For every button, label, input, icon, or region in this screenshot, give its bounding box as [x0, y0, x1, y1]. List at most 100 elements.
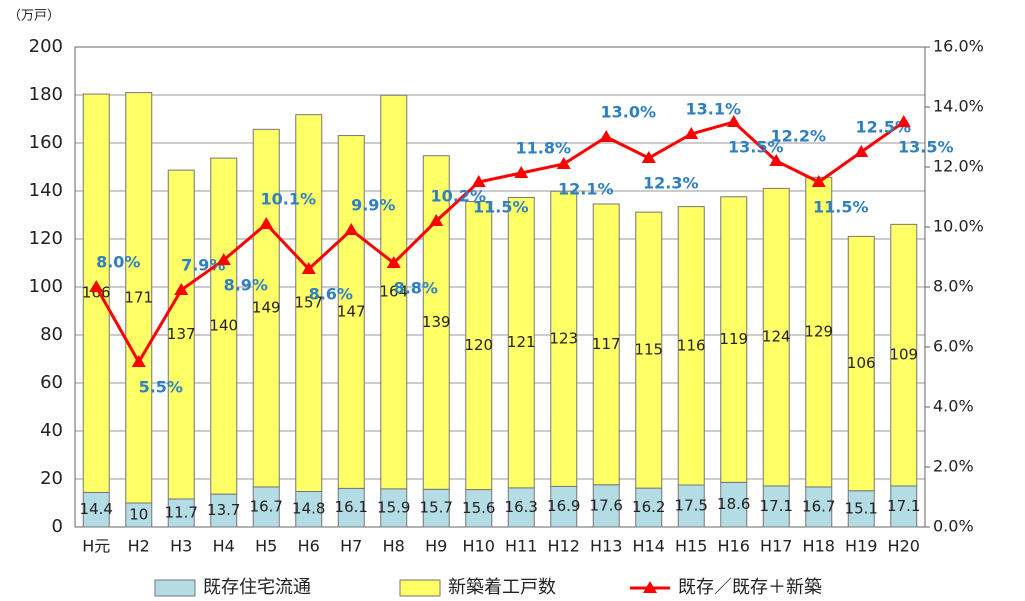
ratio-marker — [301, 262, 316, 274]
ratio-label: 12.5% — [855, 118, 911, 137]
bar-value-label: 16.7 — [250, 497, 283, 515]
bar-segment — [82, 93, 110, 493]
bar-segment — [635, 487, 663, 528]
bar-value-label: 17.5 — [675, 497, 708, 515]
ratio-marker — [471, 175, 486, 187]
y-tick-label: 160 — [29, 132, 63, 153]
y2-tick-label: 8.0% — [933, 277, 974, 296]
bar-value-label: 140 — [209, 317, 238, 335]
bar-segment — [507, 196, 535, 489]
bar-value-label: 15.9 — [377, 498, 410, 516]
ratio-label: 7.9% — [181, 256, 225, 275]
bar-value-label: 16.7 — [802, 497, 835, 515]
bar-value-label: 139 — [422, 313, 451, 331]
bar-value-label: 149 — [252, 299, 281, 317]
ratio-line — [94, 120, 905, 365]
x-tick-label: H15 — [675, 537, 707, 556]
legend-marker — [643, 581, 657, 593]
ratio-label: 10.1% — [260, 190, 316, 209]
bar-value-label: 157 — [294, 294, 323, 312]
x-tick-label: H8 — [383, 537, 405, 556]
bar-value-label: 129 — [804, 323, 833, 341]
legend-label: 既存住宅流通 — [203, 577, 311, 598]
y2-tick-label: 2.0% — [933, 457, 974, 476]
bar-segment — [805, 176, 833, 488]
ratio-marker — [216, 253, 231, 265]
bar-segment — [720, 196, 748, 483]
ratio-marker — [854, 145, 869, 157]
bar-segment — [422, 488, 450, 528]
x-tick-label: H6 — [298, 537, 320, 556]
bar-segment — [890, 485, 918, 528]
bar-value-label: 147 — [337, 302, 366, 320]
bar-segment — [890, 223, 918, 487]
bar-segment — [847, 235, 875, 492]
ratio-label: 8.9% — [224, 276, 268, 295]
x-tick-label: H18 — [803, 537, 835, 556]
bar-value-label: 15.7 — [420, 499, 453, 517]
ratio-marker — [896, 115, 911, 127]
bar-segment — [337, 487, 365, 528]
bar-value-label: 14.8 — [292, 500, 325, 518]
ratio-label: 13.1% — [685, 100, 741, 119]
bar-segment — [720, 481, 748, 528]
bar-segment — [465, 201, 493, 491]
bar-value-label: 13.7 — [207, 501, 240, 519]
legend-swatch — [154, 579, 196, 597]
ratio-marker — [259, 217, 274, 229]
y-tick-label: 0 — [52, 516, 63, 537]
y2-tick-label: 6.0% — [933, 337, 974, 356]
y2-tick-label: 10.0% — [933, 217, 984, 236]
bar-segment — [82, 491, 110, 528]
x-tick-label: H14 — [633, 537, 665, 556]
bar-value-label: 120 — [464, 336, 493, 354]
x-tick-label: H12 — [548, 537, 580, 556]
ratio-label: 5.5% — [139, 378, 183, 397]
y-tick-label: 100 — [29, 276, 63, 297]
ratio-marker — [641, 151, 656, 163]
bar-value-label: 119 — [719, 330, 748, 348]
bar-segment — [167, 498, 195, 528]
bar-value-label: 10 — [129, 506, 148, 524]
y-unit: （万戸） — [8, 9, 60, 24]
bar-value-label: 137 — [167, 325, 196, 343]
ratio-label: 8.8% — [394, 279, 438, 298]
bar-value-label: 123 — [549, 329, 578, 347]
bar-segment — [677, 484, 705, 528]
bar-value-label: 17.1 — [760, 497, 793, 515]
bar-value-label: 15.1 — [845, 499, 878, 517]
ratio-marker — [811, 175, 826, 187]
ratio-label: 9.9% — [351, 196, 395, 215]
bar-value-label: 15.6 — [462, 499, 495, 517]
y2-tick-label: 0.0% — [933, 517, 974, 536]
bar-value-label: 117 — [592, 335, 621, 353]
bar-value-label: 106 — [847, 354, 876, 372]
ratio-label: 8.6% — [309, 285, 353, 304]
y-tick-label: 60 — [40, 372, 63, 393]
legend-swatch — [399, 579, 441, 597]
bar-segment — [167, 169, 195, 500]
y-tick-label: 20 — [40, 468, 63, 489]
legend-label: 既存／既存＋新築 — [678, 577, 822, 598]
x-tick-label: H16 — [718, 537, 750, 556]
bar-segment — [125, 92, 153, 504]
y-tick-label: 140 — [29, 180, 63, 201]
y-tick-label: 180 — [29, 84, 63, 105]
x-tick-label: H10 — [463, 537, 495, 556]
bar-value-label: 17.6 — [590, 496, 623, 514]
y2-tick-label: 12.0% — [933, 157, 984, 176]
ratio-label: 11.5% — [473, 198, 529, 217]
x-tick-label: H20 — [888, 537, 920, 556]
x-tick-label: H元 — [82, 537, 110, 556]
y2-tick-label: 16.0% — [933, 37, 984, 56]
ratio-marker — [429, 214, 444, 226]
bar-value-label: 116 — [677, 336, 706, 354]
bar-value-label: 16.1 — [335, 498, 368, 516]
plot-frame — [74, 46, 926, 528]
bar-segment — [762, 187, 790, 487]
x-tick-label: H19 — [845, 537, 877, 556]
ratio-label: 8.0% — [96, 253, 140, 272]
bar-value-label: 121 — [507, 333, 536, 351]
bar-value-label: 16.9 — [547, 497, 580, 515]
x-tick-label: H5 — [255, 537, 277, 556]
